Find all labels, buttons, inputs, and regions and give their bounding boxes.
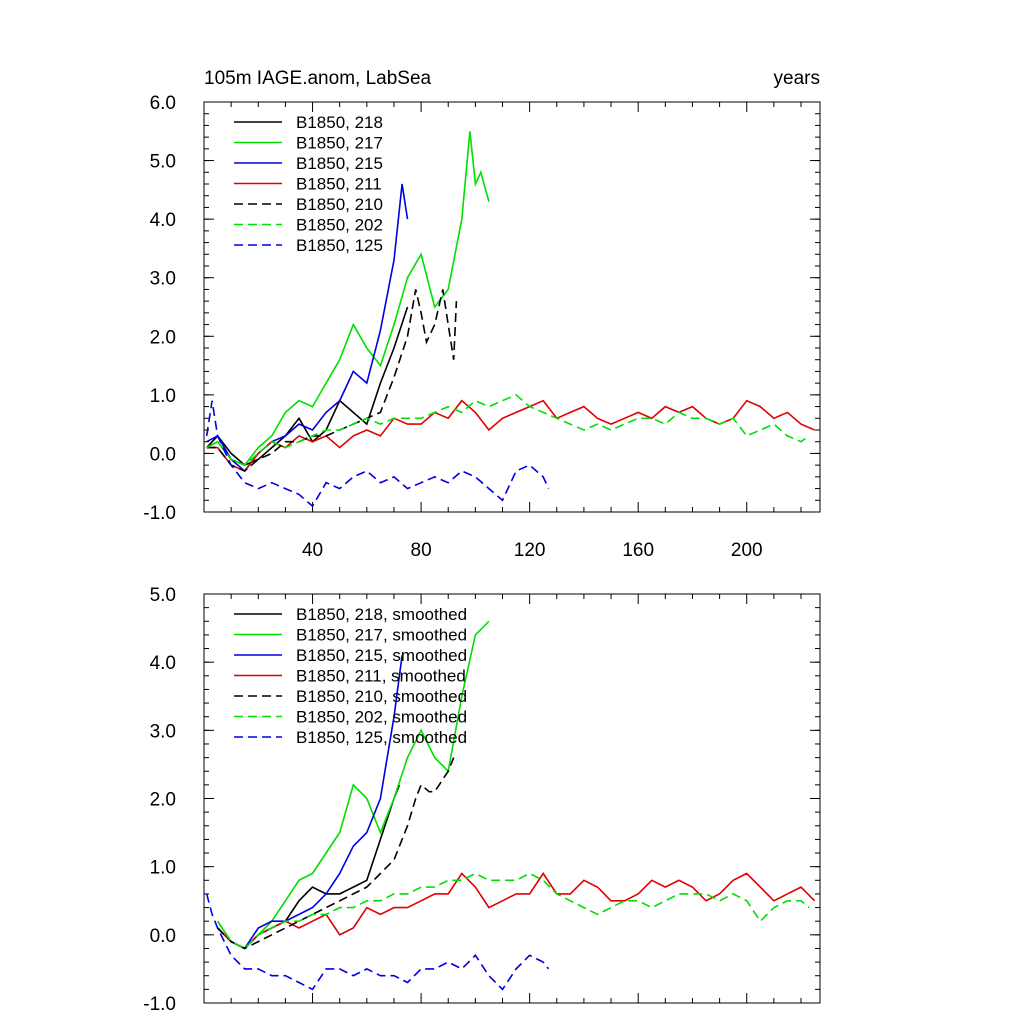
legend-label: B1850, 210, smoothed — [296, 687, 467, 706]
x-tick-label: 80 — [411, 540, 432, 561]
series-line — [206, 399, 815, 472]
y-tick-label: 0.0 — [150, 444, 176, 465]
top-panel-units: years — [774, 68, 820, 89]
legend-label: B1850, 215, smoothed — [296, 646, 467, 665]
y-tick-label: 3.0 — [150, 721, 176, 742]
legend-label: B1850, 210 — [296, 195, 383, 214]
y-tick-label: 0.0 — [150, 926, 176, 947]
y-tick-label: 6.0 — [150, 93, 176, 114]
plot-frame — [203, 101, 821, 513]
legend-label: B1850, 217, smoothed — [296, 626, 467, 645]
legend-label: B1850, 211, smoothed — [296, 667, 466, 686]
legend-label: B1850, 211 — [296, 175, 382, 194]
x-tick-label: 200 — [731, 540, 763, 561]
x-tick-label: 120 — [514, 540, 546, 561]
y-tick-label: 3.0 — [150, 269, 176, 290]
series-line — [217, 655, 403, 950]
series-line — [206, 131, 490, 467]
series-line — [206, 183, 409, 473]
x-tick-label: 40 — [302, 540, 323, 561]
bottom-panel: -1.0 0.0 1.0 2.0 3.0 4.0 5.0 B1850, 218, smooth… — [143, 585, 821, 1015]
y-tick-label: 5.0 — [150, 585, 176, 606]
series-line — [217, 872, 816, 950]
y-tick-label: 2.0 — [150, 327, 176, 348]
legend-label: B1850, 202, smoothed — [296, 708, 467, 727]
series-line — [206, 289, 458, 472]
legend-label: B1850, 217 — [296, 134, 383, 153]
series-line — [206, 393, 810, 467]
legend-label: B1850, 218 — [296, 113, 383, 132]
legend-label: B1850, 202 — [296, 216, 383, 235]
series-line — [205, 400, 550, 508]
top-panel: 105m IAGE.anom, LabSea years 40 80 120 160 2… — [143, 68, 821, 561]
series-line — [206, 306, 409, 467]
y-tick-label: 1.0 — [150, 386, 176, 407]
y-tick-label: 5.0 — [150, 152, 176, 173]
series-line — [216, 872, 810, 950]
top-panel-title: 105m IAGE.anom, LabSea — [204, 68, 432, 89]
y-tick-label: 4.0 — [150, 210, 176, 231]
y-tick-label: 1.0 — [150, 858, 176, 879]
y-tick-label: -1.0 — [143, 994, 176, 1015]
series-line — [216, 620, 490, 950]
y-tick-label: -1.0 — [143, 503, 176, 524]
series-line — [205, 893, 550, 991]
legend-label: B1850, 125 — [296, 236, 383, 255]
legend-label: B1850, 218, smoothed — [296, 605, 467, 624]
y-tick-label: 2.0 — [150, 790, 176, 811]
legend-label: B1850, 215 — [296, 154, 383, 173]
legend-label: B1850, 125, smoothed — [296, 728, 467, 747]
x-tick-label: 160 — [622, 540, 654, 561]
y-tick-label: 4.0 — [150, 653, 176, 674]
series-line — [217, 757, 455, 950]
